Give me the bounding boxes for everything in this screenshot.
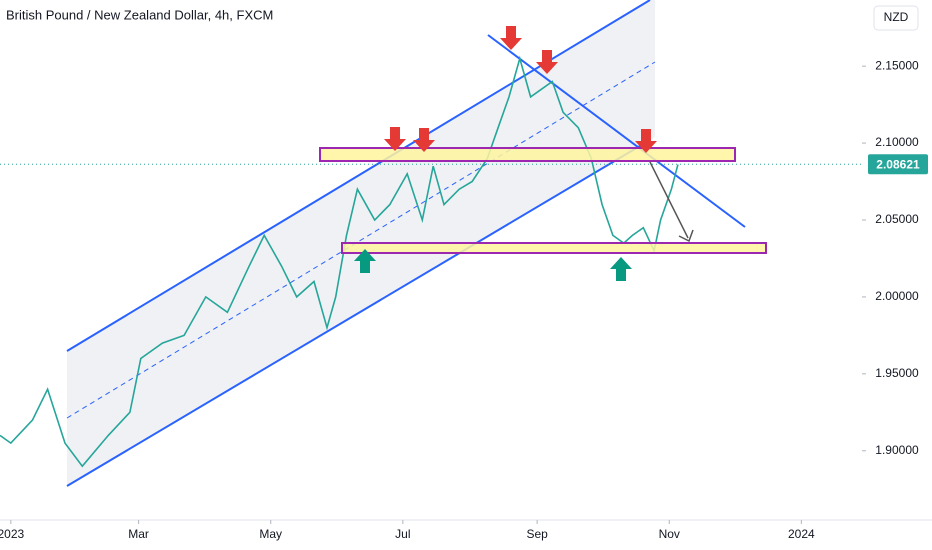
arrows (354, 26, 657, 281)
channel-upper (66, 0, 651, 352)
support-zone (341, 242, 767, 254)
price-line (0, 55, 679, 468)
down-arrow (500, 26, 522, 50)
y-tick-label: 2.15000 (875, 58, 919, 72)
x-tick-label: Jul (395, 527, 410, 541)
currency-box (873, 5, 919, 31)
y-tick-label: 2.10000 (875, 135, 919, 149)
last-price-label: 2.08621 (876, 157, 920, 171)
x-tick-label: 2023 (0, 527, 24, 541)
channel-mid (66, 61, 656, 419)
down-arrow (635, 129, 657, 153)
y-tick-label: 2.05000 (875, 212, 919, 226)
resistance-zone (319, 147, 736, 162)
last-price-tag (868, 154, 928, 175)
trend-line (487, 34, 746, 228)
y-tick-label: 2.00000 (875, 289, 919, 303)
up-arrow (354, 249, 376, 273)
projection-arrow (649, 161, 689, 239)
x-tick-label: Mar (128, 527, 149, 541)
currency: NZD (884, 10, 909, 24)
price-layer (0, 55, 679, 468)
y-tick-label: 1.95000 (875, 366, 919, 380)
down-arrow (384, 127, 406, 151)
channel-lower (66, 139, 651, 487)
x-tick-label: 2024 (788, 527, 815, 541)
price-axis (862, 0, 932, 550)
down-arrow (413, 128, 435, 152)
up-arrow (610, 257, 632, 281)
x-tick-label: Sep (526, 527, 548, 541)
y-tick-label: 1.90000 (875, 443, 919, 457)
projection-arrow-head (678, 229, 694, 243)
x-tick-label: Nov (659, 527, 680, 541)
down-arrow (536, 50, 558, 74)
chart-title: British Pound / New Zealand Dollar, 4h, … (6, 7, 273, 22)
x-tick-label: May (259, 527, 282, 541)
